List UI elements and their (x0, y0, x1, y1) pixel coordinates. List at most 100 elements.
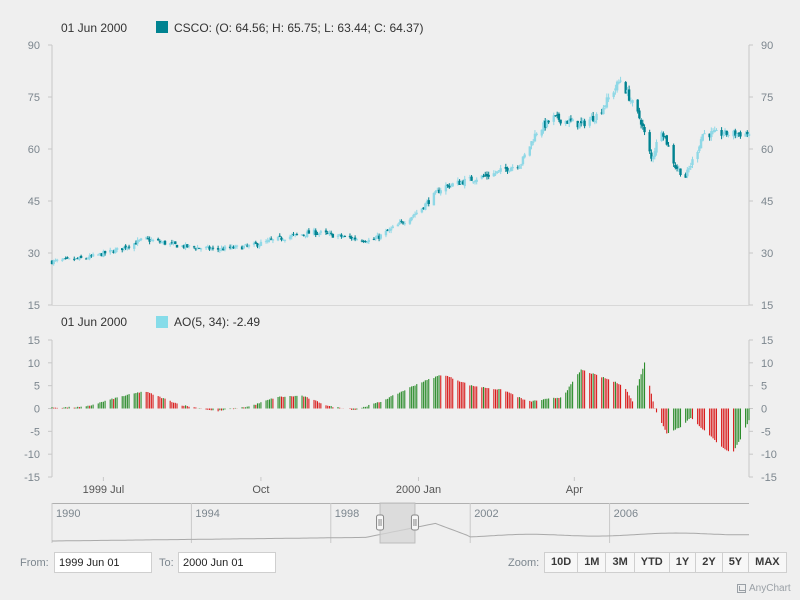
candle-body (698, 146, 701, 152)
candle-body (636, 99, 639, 112)
candle-body (723, 130, 727, 135)
candle-body (533, 133, 537, 142)
scroller-selection (379, 502, 416, 544)
candle-body (528, 146, 531, 156)
candle-body (365, 242, 369, 244)
ao-y-tick-label: -5 (30, 426, 40, 438)
candle-body (162, 241, 165, 244)
zoom-button-3m[interactable]: 3M (606, 553, 635, 572)
candle-body (663, 136, 667, 138)
candle-body (410, 217, 413, 221)
candle-body (689, 166, 692, 168)
candle-body (379, 234, 383, 239)
candle-body (391, 226, 394, 228)
candle-body (168, 243, 172, 245)
x-axis: 1999 Jul Oct 2000 Jan Apr (83, 477, 583, 496)
candle-body (293, 233, 297, 236)
scroller-left-handle[interactable] (376, 514, 385, 531)
candle-body (196, 247, 199, 250)
candle-body (638, 110, 641, 119)
to-label: To: (159, 557, 174, 569)
candle-body (401, 222, 405, 224)
zoom-button-1m[interactable]: 1M (578, 553, 607, 572)
zoom-button-10d[interactable]: 10D (545, 553, 579, 572)
candle-body (295, 234, 299, 236)
ao-y-tick-label: 10 (28, 358, 40, 370)
candle-body (377, 235, 381, 239)
candle-body (603, 105, 607, 107)
candle-body (204, 247, 208, 249)
candle-body (331, 233, 335, 238)
candle-body (304, 235, 307, 237)
candle-body (458, 180, 461, 185)
zoom-button-ytd[interactable]: YTD (635, 553, 670, 572)
candle-body (372, 238, 376, 240)
zoom-button-max[interactable]: MAX (755, 556, 780, 568)
candle-body (244, 244, 247, 246)
candle-body (460, 181, 463, 184)
candle-body (437, 189, 441, 194)
credits[interactable]: AnyChart (737, 583, 791, 594)
candle-body (722, 134, 725, 136)
candle-body (446, 184, 449, 186)
candle-body (521, 156, 525, 165)
candle-body (175, 244, 179, 248)
candle-body (150, 239, 153, 241)
zoom-button-5y[interactable]: 5Y (723, 553, 750, 572)
candle-body (590, 116, 593, 121)
zoom-button-2y[interactable]: 2Y (696, 553, 723, 572)
candle-body (312, 229, 316, 235)
price-y-tick-label: 45 (28, 196, 40, 208)
ao-y-tick-label: 0 (34, 404, 40, 416)
candle-body (211, 247, 215, 249)
scroller[interactable]: 1990 1994 1998 2002 2006 (51, 502, 749, 544)
candle-body (340, 234, 343, 237)
candle-body (487, 174, 490, 177)
candle-body (367, 239, 371, 242)
candle-body (480, 175, 484, 179)
ao-y-tick-label: -10 (24, 449, 40, 461)
candle-body (79, 255, 83, 258)
candle-body (747, 133, 751, 137)
scroller-year-label: 2002 (474, 508, 498, 520)
price-y-tick-label: 90 (761, 40, 773, 52)
candle-body (172, 242, 175, 244)
candle-body (55, 259, 59, 261)
candle-body (734, 130, 737, 136)
candle-body (746, 131, 749, 135)
candle-body (665, 135, 668, 145)
ao-legend-swatch (156, 316, 168, 328)
candle-body (593, 120, 597, 123)
from-date-input[interactable] (54, 552, 152, 573)
candle-body (653, 151, 657, 157)
candle-body (180, 245, 184, 247)
price-legend: 01 Jun 2000 CSCO: (O: 64.56; H: 65.75; L… (61, 21, 423, 35)
candle-body (679, 168, 682, 175)
to-date-input[interactable] (178, 552, 276, 573)
candle-body (449, 185, 453, 187)
from-label: From: (20, 557, 49, 569)
candle-body (542, 122, 545, 132)
candle-body (139, 238, 143, 241)
candle-body (288, 236, 292, 239)
ao-y-tick-label: -5 (761, 426, 771, 438)
candle-body (617, 81, 621, 84)
scroller-year-label: 1994 (195, 508, 219, 520)
scroller-right-handle[interactable] (410, 514, 419, 531)
candle-body (124, 245, 127, 249)
candle-body (360, 240, 364, 242)
zoom-button-1y[interactable]: 1Y (670, 553, 697, 572)
candle-body (174, 241, 177, 244)
candle-body (112, 251, 115, 254)
candle-body (425, 201, 429, 205)
candle-body (470, 176, 473, 181)
price-series-name: CSCO (174, 21, 209, 35)
price-y-tick-label: 15 (761, 300, 773, 312)
candle-body (651, 156, 655, 160)
candle-body (540, 129, 543, 136)
candle-body (727, 134, 730, 136)
candle-body (624, 82, 627, 94)
ao-bars (51, 362, 750, 452)
candle-body (720, 130, 723, 136)
